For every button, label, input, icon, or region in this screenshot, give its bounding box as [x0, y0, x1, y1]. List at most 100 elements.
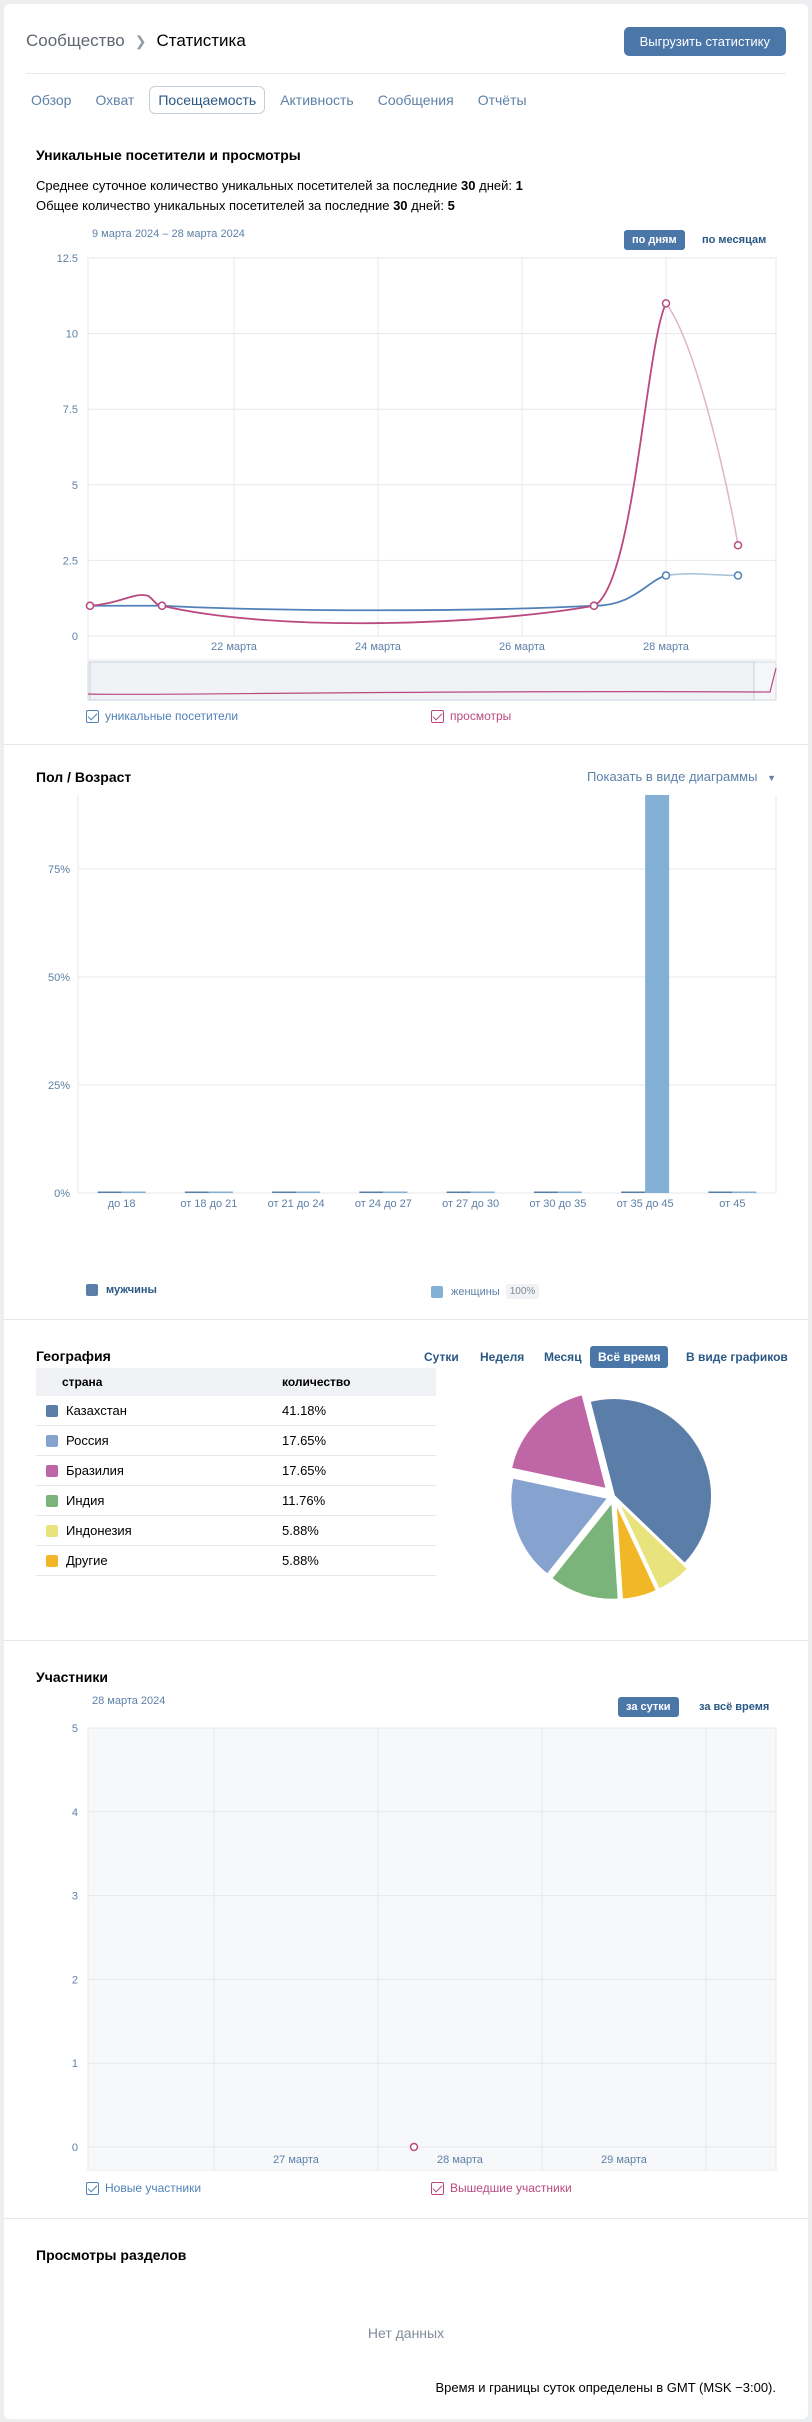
country-name: Индия — [66, 1493, 105, 1508]
legend-left-members[interactable]: Вышедшие участники — [431, 2181, 572, 2195]
section-title: Пол / Возраст — [36, 769, 132, 785]
y-tick-label: 10 — [66, 329, 78, 341]
y-tick-label: 75% — [48, 864, 70, 876]
y-tick-label: 2.5 — [63, 555, 78, 567]
legend-new-members[interactable]: Новые участники — [86, 2181, 201, 2195]
chevron-right-icon: ❯ — [134, 32, 147, 49]
data-point — [409, 2142, 419, 2152]
per-day-button[interactable]: за сутки — [618, 1697, 679, 1717]
bar-female — [121, 1191, 146, 1193]
timezone-note: Время и границы суток определены в GMT (… — [435, 2380, 776, 2395]
stats-tabs: Обзор Охват Посещаемость Активность Сообщени… — [4, 74, 808, 126]
series-line-visitors — [88, 574, 667, 612]
y-tick-label: 3 — [72, 1891, 78, 1903]
x-tick-label: 28 марта — [643, 641, 690, 653]
count-cell: 17.65% — [282, 1463, 327, 1478]
pie-slice-4 — [616, 1500, 690, 1592]
tab-4[interactable]: Сообщения — [377, 92, 454, 108]
data-point — [733, 571, 743, 580]
x-tick-label: от 30 до 35 — [529, 1198, 586, 1210]
section-views: Просмотры разделов Нет данных Время и гр… — [4, 2219, 808, 2419]
x-tick-label: от 21 до 24 — [268, 1198, 325, 1210]
geography-section: География Сутки Неделя Месяц Всё время В вид… — [4, 1320, 808, 1641]
series-line-views — [88, 302, 667, 625]
export-stats-button[interactable]: Выгрузить статистику — [623, 27, 786, 56]
country-name: Бразилия — [66, 1463, 124, 1478]
x-tick-label: до 18 — [108, 1198, 136, 1210]
members-date: 28 марта 2024 — [92, 1695, 166, 1707]
series-line-views-projection — [665, 302, 739, 546]
x-tick-label: 22 марта — [211, 641, 258, 653]
bar-female — [296, 1191, 321, 1193]
bar-male — [359, 1191, 384, 1193]
x-tick-label: 27 марта — [273, 2154, 320, 2166]
country-swatch — [46, 1404, 58, 1417]
visitors-summary: Среднее суточное количество уникальных п… — [36, 176, 523, 216]
country-swatch — [46, 1464, 58, 1477]
x-tick-label: 24 марта — [355, 641, 402, 653]
checkbox-icon — [86, 709, 99, 723]
table-row: Индия 11.76% — [36, 1486, 436, 1516]
geo-table: страна количество Казахстан 41.18% Россия 1… — [36, 1368, 436, 1576]
chart-view-toggle[interactable]: Показать в виде диаграммы ▼ — [586, 769, 776, 784]
by-days-button[interactable]: по дням — [624, 230, 685, 250]
y-tick-label: 4 — [72, 1807, 78, 1819]
country-swatch — [46, 1524, 58, 1537]
x-tick-label: 28 марта — [437, 2154, 484, 2166]
bar-male — [708, 1191, 733, 1193]
geo-filter-3[interactable]: Всё время — [590, 1346, 669, 1368]
tab-0[interactable]: Обзор — [31, 92, 72, 108]
data-point — [661, 571, 671, 580]
geo-filter-2[interactable]: Месяц — [544, 1350, 582, 1364]
table-row: Бразилия 17.65% — [36, 1456, 436, 1486]
data-point — [589, 601, 599, 611]
y-tick-label: 7.5 — [63, 404, 78, 416]
bar-male — [272, 1191, 297, 1193]
checkbox-icon — [431, 709, 444, 723]
country-name: Казахстан — [66, 1403, 127, 1418]
pie-slice-5 — [614, 1501, 659, 1601]
page-header: Сообщество ❯ Статистика Выгрузить статис… — [26, 4, 786, 74]
y-tick-label: 0% — [54, 1188, 70, 1200]
x-axis-band — [87, 635, 777, 661]
bar-female — [732, 1191, 757, 1193]
bar-female — [470, 1191, 495, 1193]
percentage-badge: 100% — [505, 1284, 540, 1299]
x-tick-label: от 45 — [719, 1198, 745, 1210]
legend-views[interactable]: просмотры — [431, 709, 511, 723]
tab-2[interactable]: Посещаемость — [149, 86, 266, 114]
tab-1[interactable]: Охват — [95, 92, 135, 108]
data-point — [85, 601, 95, 611]
y-tick-label: 5 — [72, 1723, 78, 1735]
legend-visitors[interactable]: уникальные посетители — [86, 709, 238, 723]
by-months-button[interactable]: по месяцам — [702, 234, 767, 246]
geo-filter-4[interactable]: В виде графиков — [686, 1350, 788, 1364]
pie-slice-3 — [549, 1499, 620, 1601]
bar-male — [446, 1191, 471, 1193]
y-tick-label: 12.5 — [57, 253, 78, 265]
bar-female — [208, 1191, 233, 1193]
country-cell: Казахстан — [36, 1403, 282, 1418]
y-tick-label: 1 — [72, 2058, 78, 2070]
table-row: Индонезия 5.88% — [36, 1516, 436, 1546]
plot-area — [87, 1727, 777, 2171]
legend-swatch — [431, 1285, 443, 1298]
all-time-button[interactable]: за всё время — [699, 1701, 770, 1713]
geo-filter-1[interactable]: Неделя — [480, 1350, 525, 1364]
geo-filter-0[interactable]: Сутки — [424, 1350, 459, 1364]
tab-3[interactable]: Активность — [280, 92, 354, 108]
bar-male — [621, 1191, 646, 1193]
geo-pie-chart — [509, 1392, 713, 1601]
country-name: Индонезия — [66, 1523, 132, 1538]
breadcrumb-community-link[interactable]: Сообщество — [26, 31, 125, 50]
pie-slice-2 — [509, 1392, 609, 1491]
members-section: Участники 28 марта 2024 за сутки за всё … — [4, 1641, 808, 2219]
count-cell: 17.65% — [282, 1433, 327, 1448]
legend-male[interactable]: мужчины — [86, 1284, 157, 1296]
legend-female[interactable]: женщины 100% — [431, 1284, 540, 1299]
members-chart: 0 1 2 3 4 5 27 марта 28 марта 29 марта — [72, 1723, 777, 2171]
avg-visitors-line: Среднее суточное количество уникальных п… — [36, 178, 523, 193]
x-tick-label: от 24 до 27 — [355, 1198, 412, 1210]
tab-5[interactable]: Отчёты — [477, 92, 527, 108]
